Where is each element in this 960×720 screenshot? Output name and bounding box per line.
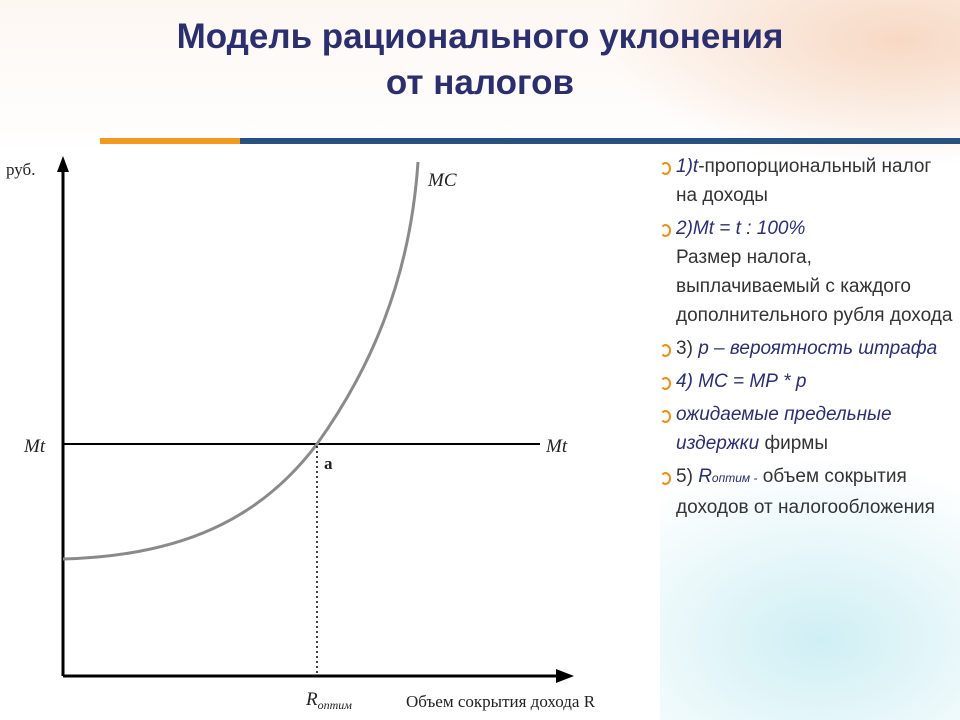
b2-italic: 2)Mt = t : 100% xyxy=(676,218,806,239)
b4-italic: 4) МС = МР * р xyxy=(676,371,807,392)
list-item: 2)Mt = t : 100% Размер налога, выплачива… xyxy=(660,214,955,330)
bullet-icon xyxy=(660,162,671,175)
point-a-label: a xyxy=(324,454,333,473)
y-axis-label: руб. xyxy=(6,160,35,179)
title-underline-orange xyxy=(100,138,240,144)
b1-text: -пропорциональный налог на доходы xyxy=(676,156,932,206)
y-axis-arrow xyxy=(57,156,69,172)
bullet-icon xyxy=(660,224,671,237)
explanation-list: 1)t-пропорциональный налог на доходы 2)M… xyxy=(660,152,955,526)
b6-text: объем сокрытия доходов от налогообложени… xyxy=(676,466,935,518)
x-axis-arrow xyxy=(556,669,574,683)
b5-italic: ожидаемые предельные издержки xyxy=(676,404,892,454)
list-item: 5) Rоптим - объем сокрытия доходов от на… xyxy=(660,462,955,522)
bullet-icon xyxy=(660,472,671,485)
r-optimum-main: R xyxy=(305,689,318,710)
mt-label-right: Mt xyxy=(545,436,568,457)
mt-label-left: Mt xyxy=(23,436,46,457)
list-item: 3) р – вероятность штрафа xyxy=(660,334,955,363)
slide-title: Модель рационального уклонения от налого… xyxy=(60,14,900,106)
b6-prefix: 5) xyxy=(676,466,699,487)
b3-prefix: 3) xyxy=(676,338,699,359)
b2-text: Размер налога, выплачиваемый с каждого д… xyxy=(676,247,953,326)
b6-italic: R xyxy=(698,466,712,487)
list-item: 1)t-пропорциональный налог на доходы xyxy=(660,152,955,210)
b6-sub: оптим - xyxy=(711,471,758,485)
title-line-1: Модель рационального уклонения xyxy=(176,17,784,56)
b1-italic: 1)t xyxy=(676,156,699,177)
list-item: 4) МС = МР * р xyxy=(660,367,955,396)
b3-italic: р – вероятность штрафа xyxy=(698,338,938,359)
title-line-2: от налогов xyxy=(385,63,575,102)
b5-text: фирмы xyxy=(759,433,829,454)
r-optimum-tick-label: Rоптим xyxy=(305,689,352,712)
x-axis-label: Объем сокрытия дохода R xyxy=(406,692,596,711)
bullet-icon xyxy=(660,377,671,390)
list-item: ожидаемые предельные издержки фирмы xyxy=(660,400,955,458)
bullet-icon xyxy=(660,344,671,357)
bullet-icon xyxy=(660,410,671,423)
mc-curve xyxy=(62,161,420,561)
r-optimum-sub: оптим xyxy=(318,698,353,712)
title-underline-blue xyxy=(240,138,960,144)
diagram-panel xyxy=(0,146,660,720)
mc-curve-label: MC xyxy=(427,170,457,191)
